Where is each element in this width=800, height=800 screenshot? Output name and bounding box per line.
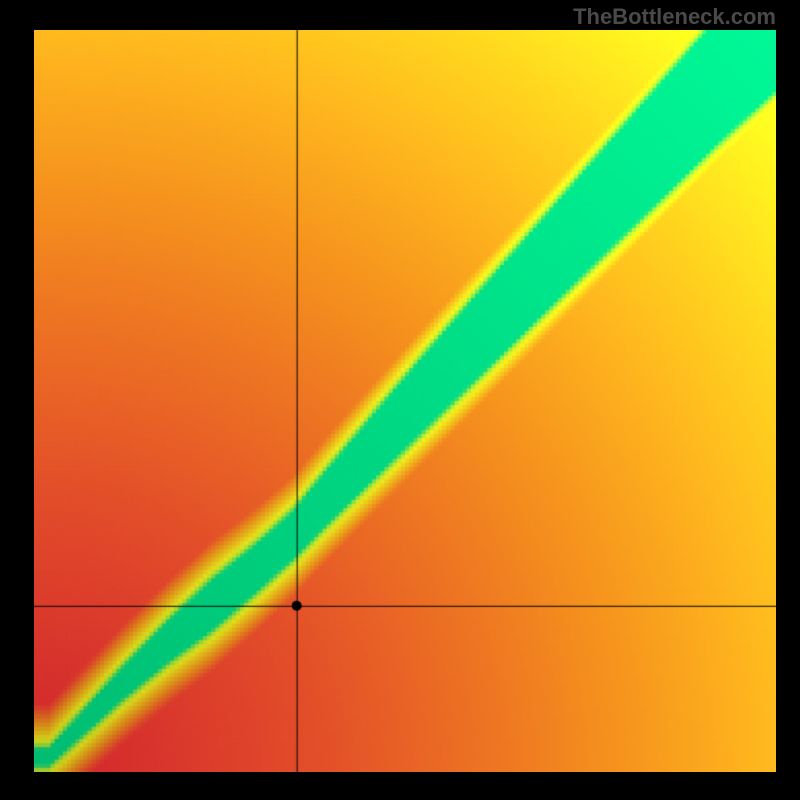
heatmap-canvas [34,30,776,772]
chart-container: TheBottleneck.com [0,0,800,800]
watermark-text: TheBottleneck.com [573,4,776,30]
heatmap-plot [34,30,776,772]
